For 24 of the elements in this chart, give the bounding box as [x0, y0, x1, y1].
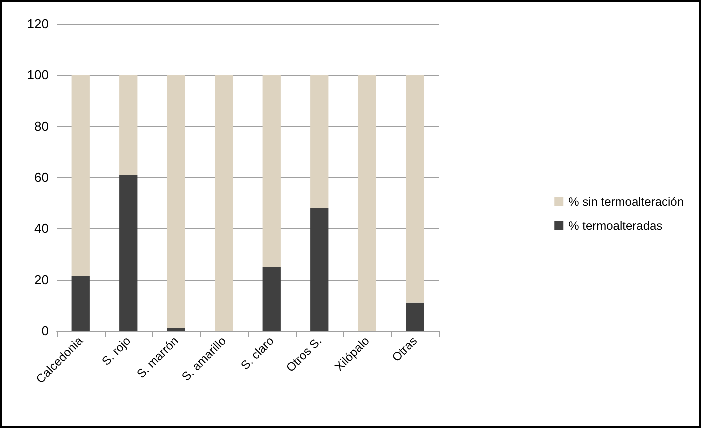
bar: [262, 75, 281, 268]
y-tick-label: 60: [34, 170, 49, 185]
bar: [120, 75, 138, 175]
bar: [262, 267, 281, 331]
legend-label: % termoalteradas: [568, 219, 663, 233]
x-tick-label: S. rojo: [99, 334, 134, 368]
bar: [310, 75, 329, 208]
y-tick-label: 40: [34, 221, 49, 236]
bar: [358, 75, 376, 331]
y-tick-label: 20: [34, 272, 49, 288]
bar: [72, 75, 90, 276]
y-tick-label: 0: [42, 324, 49, 338]
bar: [406, 302, 424, 331]
y-tick-label: 100: [27, 68, 49, 83]
bar: [120, 174, 138, 331]
y-tick-label: 80: [34, 118, 49, 134]
legend-label: % sin termoalteración: [568, 195, 684, 209]
bar: [406, 75, 424, 303]
bar: [167, 75, 186, 328]
bar: [310, 208, 329, 331]
y-tick-label: 120: [27, 16, 49, 32]
bar: [215, 75, 234, 331]
bar: [72, 276, 90, 331]
bar: [167, 328, 186, 331]
